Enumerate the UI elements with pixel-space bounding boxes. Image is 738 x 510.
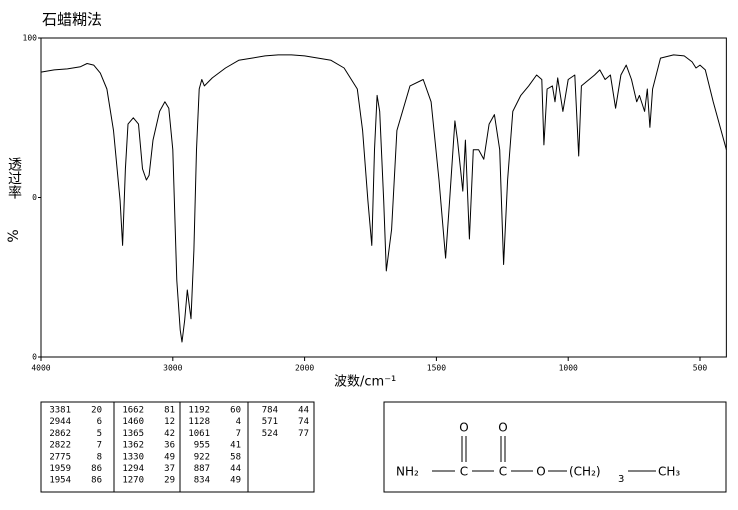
table-cell: 42 bbox=[164, 429, 175, 439]
table-cell: 44 bbox=[298, 406, 309, 416]
x-tick-label: 500 bbox=[693, 364, 708, 373]
x-tick-label: 2000 bbox=[295, 364, 314, 373]
table-cell: 1270 bbox=[122, 476, 144, 486]
table-cell: 1954 bbox=[49, 476, 71, 486]
y-axis-label: 透过率 bbox=[6, 157, 22, 199]
structure-label: 3 bbox=[618, 474, 624, 485]
table-cell: 784 bbox=[262, 406, 278, 416]
table-cell: 4 bbox=[236, 417, 241, 427]
table-cell: 571 bbox=[262, 417, 278, 427]
table-cell: 20 bbox=[91, 406, 102, 416]
table-cell: 60 bbox=[230, 406, 241, 416]
table-cell: 81 bbox=[164, 406, 175, 416]
table-cell: 74 bbox=[298, 417, 309, 427]
table-cell: 1061 bbox=[188, 429, 210, 439]
table-cell: 887 bbox=[194, 464, 210, 474]
y-tick-label: 0 bbox=[32, 353, 37, 362]
table-cell: 1330 bbox=[122, 452, 144, 462]
table-cell: 1662 bbox=[122, 406, 144, 416]
table-cell: 29 bbox=[164, 476, 175, 486]
table-frame bbox=[40, 401, 315, 493]
table-cell: 1192 bbox=[188, 406, 210, 416]
x-axis-label: 波数/cm⁻¹ bbox=[334, 375, 396, 390]
table-cell: 2822 bbox=[49, 441, 71, 451]
structure-label: CH₃ bbox=[658, 465, 680, 479]
table-cell: 86 bbox=[91, 476, 102, 486]
table-cell: 2862 bbox=[49, 429, 71, 439]
table-cell: 5 bbox=[97, 429, 102, 439]
spectrum-line bbox=[40, 54, 727, 343]
structure-label: C bbox=[499, 465, 507, 479]
table-cell: 524 bbox=[262, 429, 278, 439]
table-cell: 86 bbox=[91, 464, 102, 474]
table-cell: 36 bbox=[164, 441, 175, 451]
structure-label: O bbox=[459, 421, 468, 435]
table-cell: 922 bbox=[194, 452, 210, 462]
table-cell: 37 bbox=[164, 464, 175, 474]
table-cell: 41 bbox=[230, 441, 241, 451]
table-cell: 2775 bbox=[49, 452, 71, 462]
y-axis-unit: % bbox=[6, 229, 22, 242]
y-tick-label: 0 bbox=[32, 193, 37, 202]
structure-label: (CH₂) bbox=[569, 465, 601, 479]
table-cell: 7 bbox=[236, 429, 241, 439]
table-cell: 1460 bbox=[122, 417, 144, 427]
y-tick-label: 100 bbox=[23, 34, 38, 43]
table-cell: 1365 bbox=[122, 429, 144, 439]
table-cell: 6 bbox=[97, 417, 102, 427]
table-cell: 44 bbox=[230, 464, 241, 474]
table-cell: 12 bbox=[164, 417, 175, 427]
table-cell: 49 bbox=[164, 452, 175, 462]
table-cell: 49 bbox=[230, 476, 241, 486]
x-tick-label: 1000 bbox=[559, 364, 578, 373]
x-tick-label: 4000 bbox=[31, 364, 50, 373]
structure-label: O bbox=[498, 421, 507, 435]
chart-title: 石蜡糊法 bbox=[42, 11, 102, 29]
table-cell: 8 bbox=[97, 452, 102, 462]
x-tick-label: 3000 bbox=[163, 364, 182, 373]
table-cell: 834 bbox=[194, 476, 210, 486]
table-cell: 58 bbox=[230, 452, 241, 462]
x-tick-label: 1500 bbox=[427, 364, 446, 373]
structure-label: C bbox=[460, 465, 468, 479]
table-cell: 77 bbox=[298, 429, 309, 439]
structure-frame bbox=[383, 401, 727, 493]
structure-label: NH₂ bbox=[396, 465, 419, 479]
bonds bbox=[432, 436, 656, 472]
table-cell: 7 bbox=[97, 441, 102, 451]
table-cell: 3381 bbox=[49, 406, 71, 416]
table-cell: 1128 bbox=[188, 417, 210, 427]
structure-label: O bbox=[536, 465, 545, 479]
table-cell: 2944 bbox=[49, 417, 71, 427]
table-cell: 1294 bbox=[122, 464, 144, 474]
table-cell: 1959 bbox=[49, 464, 71, 474]
table-cell: 1362 bbox=[122, 441, 144, 451]
table-cell: 955 bbox=[194, 441, 210, 451]
